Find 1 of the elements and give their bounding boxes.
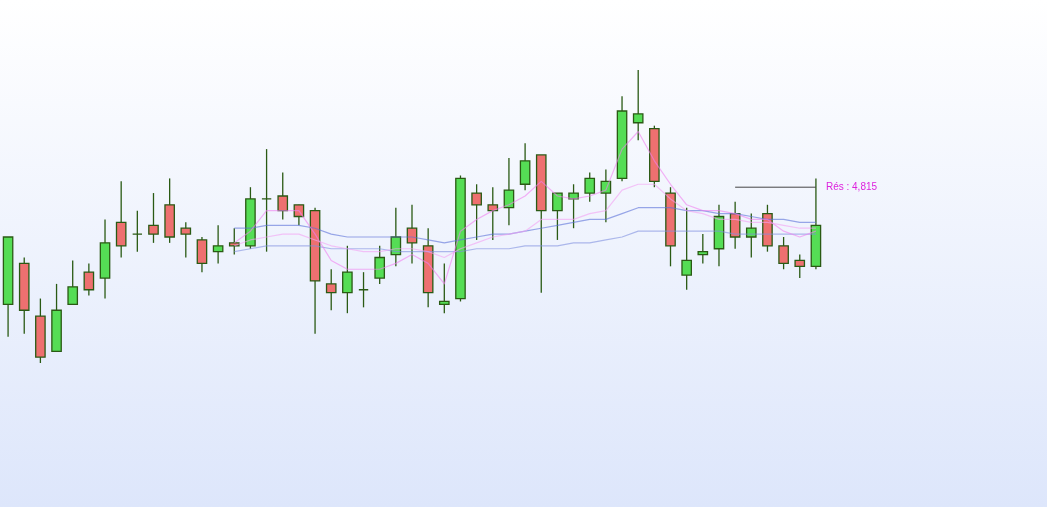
text: Rés : 4,815 — [825, 181, 878, 193]
